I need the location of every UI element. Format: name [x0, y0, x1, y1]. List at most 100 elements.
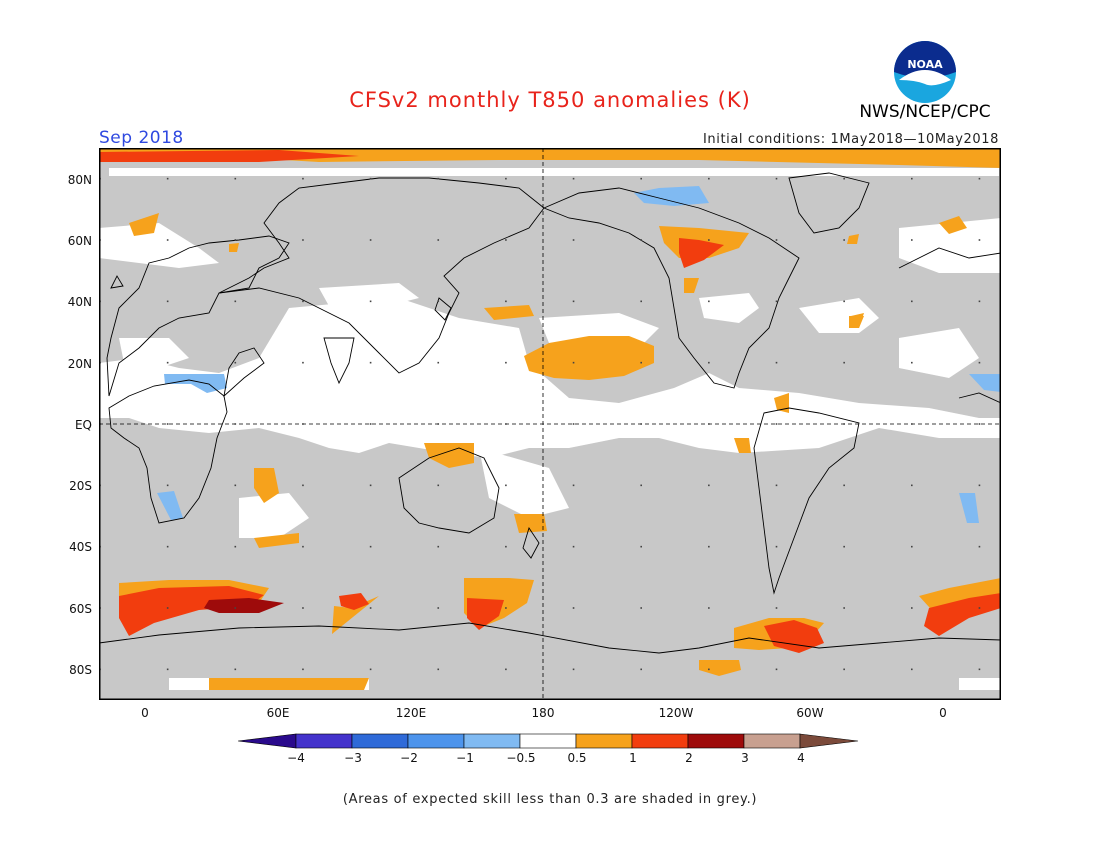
lat-label: 20N	[67, 357, 92, 371]
initial-conditions-label: Initial conditions: 1May2018—10May2018	[702, 132, 999, 147]
graticule-dot	[708, 668, 710, 671]
graticule-dot	[234, 300, 237, 303]
graticule-dot	[505, 607, 507, 609]
graticule-dot	[978, 300, 981, 303]
graticule-dot	[369, 300, 372, 303]
graticule-dot	[302, 668, 304, 671]
graticule-dot	[302, 300, 304, 303]
graticule-dot	[302, 423, 304, 425]
graticule-dot	[234, 668, 237, 671]
map-title: CFSv2 monthly T850 anomalies (K)	[349, 88, 751, 112]
colorbar-cell	[687, 733, 745, 749]
graticule-dot	[708, 177, 710, 180]
graticule-dot	[572, 607, 575, 609]
graticule-dot	[708, 484, 710, 487]
graticule-dot	[369, 607, 372, 609]
graticule-dot	[708, 239, 710, 241]
graticule-dot	[505, 239, 507, 241]
graticule-dot	[843, 300, 845, 303]
graticule-dot	[437, 177, 440, 180]
colorbar-cell	[463, 733, 521, 749]
graticule-dot	[775, 300, 778, 303]
graticule-dot	[911, 177, 913, 180]
colorbar-label: −2	[400, 751, 418, 765]
graticule-dot	[572, 423, 575, 425]
graticule-dot	[911, 545, 913, 548]
lat-label: 20S	[69, 479, 92, 493]
graticule-dot	[572, 668, 575, 671]
graticule-dot	[708, 607, 710, 609]
colorbar-arrow-high	[799, 733, 859, 749]
colorbar-label: 4	[797, 751, 805, 765]
graticule-dot	[302, 607, 304, 609]
graticule-dot	[775, 484, 778, 487]
graticule-dot	[978, 484, 981, 487]
graticule-dot	[302, 361, 304, 364]
graticule-dot	[911, 361, 913, 364]
skill-note: (Areas of expected skill less than 0.3 a…	[342, 792, 758, 807]
graticule-dot	[843, 423, 845, 425]
valid-month-label: Sep 2018	[99, 128, 184, 148]
lat-label: EQ	[74, 418, 92, 432]
positive-anomaly-areas-2-to-3	[204, 598, 284, 613]
graticule-dot	[775, 668, 778, 671]
graticule-dot	[843, 484, 845, 487]
graticule-dot	[234, 361, 237, 364]
graticule-dot	[302, 545, 304, 548]
lat-label: 80N	[67, 173, 92, 187]
lat-label: 80S	[69, 663, 92, 677]
graticule-dot	[640, 361, 642, 364]
graticule-dot	[505, 300, 507, 303]
graticule-dot	[437, 239, 440, 241]
lon-label: 0	[141, 706, 149, 720]
graticule-dot	[978, 423, 981, 425]
graticule-dot	[708, 423, 710, 425]
graticule-dot	[911, 607, 913, 609]
lat-label: 40N	[67, 295, 92, 309]
graticule-dot	[843, 177, 845, 180]
colorbar-cell	[295, 733, 353, 749]
graticule-dot	[369, 361, 372, 364]
graticule-dot	[843, 545, 845, 548]
coastlines	[99, 172, 1001, 654]
lat-label: 40S	[69, 540, 92, 554]
graticule-dot	[166, 607, 169, 609]
graticule-dot	[572, 300, 575, 303]
graticule-dot	[775, 607, 778, 609]
graticule-dot	[775, 177, 778, 180]
graticule-dot	[166, 300, 169, 303]
colorbar-cell	[743, 733, 801, 749]
graticule-dot	[302, 239, 304, 241]
graticule-dot	[166, 177, 169, 180]
negative-anomaly-areas	[157, 186, 1001, 523]
colorbar-cell	[631, 733, 689, 749]
colorbar-label: −4	[287, 751, 305, 765]
colorbar-label: 0.5	[567, 751, 587, 765]
colorbar-label: 3	[741, 751, 749, 765]
colorbar-label: −0.5	[506, 751, 536, 765]
anomaly-map	[99, 148, 1001, 700]
graticule-dot	[302, 484, 304, 487]
graticule-dot	[234, 177, 237, 180]
colorbar-label: −3	[344, 751, 362, 765]
graticule-dot	[302, 177, 304, 180]
graticule-dot	[708, 300, 710, 303]
graticule-dot	[166, 239, 169, 241]
colorbar-label: 1	[629, 751, 637, 765]
graticule-dot	[437, 668, 440, 671]
colorbar-cell	[351, 733, 409, 749]
graticule-dot	[708, 545, 710, 548]
noaa-logo: NOAA	[894, 41, 956, 103]
graticule-dot	[166, 545, 169, 548]
graticule-dot	[640, 668, 642, 671]
svg-text:NOAA: NOAA	[907, 58, 943, 71]
graticule-dot	[911, 423, 913, 425]
lon-label: 120W	[658, 706, 694, 720]
graticule-dot	[911, 239, 913, 241]
graticule-dot	[572, 545, 575, 548]
graticule-dot	[572, 361, 575, 364]
graticule-dot	[640, 239, 642, 241]
graticule-dot	[369, 177, 372, 180]
map-frame	[99, 148, 1001, 700]
graticule-dot	[572, 484, 575, 487]
